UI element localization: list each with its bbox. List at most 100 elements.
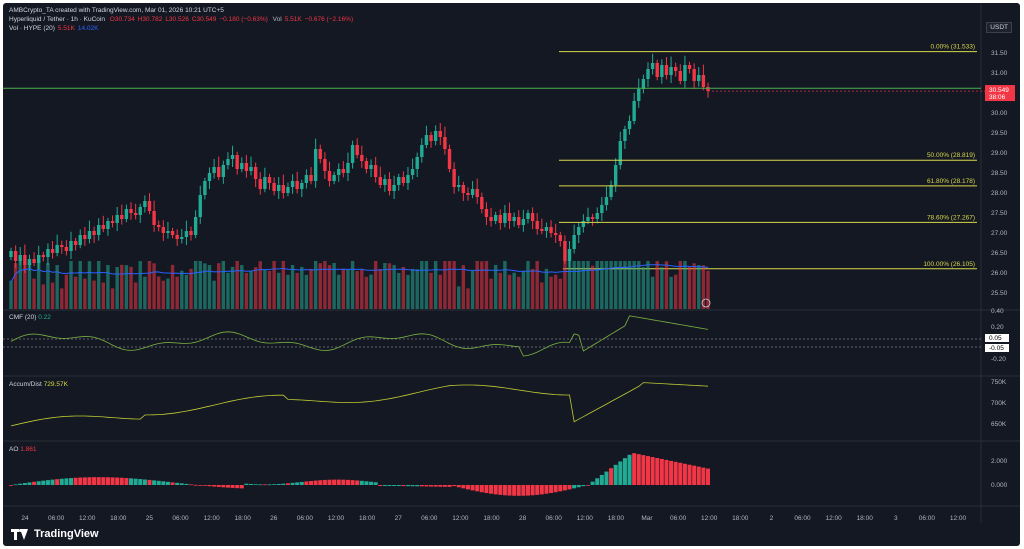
ao-bar [129, 478, 134, 485]
time-tick-label: 06:00 [421, 515, 438, 522]
candle-body [9, 251, 13, 257]
candle-body [300, 183, 304, 189]
volume-bar [692, 263, 696, 309]
volume-bar [438, 274, 442, 309]
ao-bar [456, 485, 461, 488]
candle-body [226, 159, 230, 165]
volume-bar [521, 270, 526, 309]
candle-body [373, 165, 378, 177]
countdown-label: 38:06 [989, 94, 1006, 101]
volume-bar [512, 272, 516, 309]
volume-bar [27, 263, 32, 309]
cmf-marker-lower [985, 344, 1009, 352]
candle-body [157, 225, 161, 227]
volume-bar [189, 268, 193, 309]
ao-bar [493, 485, 498, 495]
candle-body [641, 79, 646, 89]
ao-bar [659, 458, 664, 485]
tradingview-brand[interactable]: TradingView [11, 528, 99, 540]
tradingview-logo-icon [11, 528, 29, 540]
ao-bar [50, 479, 55, 485]
candle-body [655, 63, 659, 77]
ao-bar [249, 483, 254, 485]
volume-bar [558, 278, 562, 309]
volume-bar [549, 276, 553, 309]
ao-bar [590, 481, 595, 485]
ao-bar [392, 485, 397, 487]
ao-bar [285, 483, 290, 485]
candle-body [572, 235, 576, 249]
candle-body [507, 213, 512, 221]
ao-bar [22, 483, 27, 485]
candle-body [337, 169, 341, 175]
ao-bar [562, 485, 567, 491]
ao-bar [41, 480, 46, 485]
candle-body [249, 167, 253, 171]
volume-bar [50, 282, 55, 309]
price-tick-label: 31.50 [991, 50, 1008, 57]
volume-bar [300, 266, 304, 309]
candle-body [577, 227, 581, 235]
candle-body [323, 159, 327, 171]
volume-bar [655, 261, 659, 309]
candle-body [129, 209, 133, 213]
ao-bar [355, 480, 360, 485]
fib-level-label: 50.00% (28.819) [927, 152, 975, 159]
ao-bar [507, 485, 512, 496]
ao-bar [221, 485, 226, 488]
volume-bar [452, 261, 456, 309]
volume-bar [23, 265, 27, 309]
ao-bar [258, 484, 263, 486]
candle-body [660, 65, 664, 77]
candle-body [92, 231, 96, 235]
ao-bar [267, 484, 272, 486]
ao-bar [262, 484, 267, 486]
candle-body [521, 219, 526, 225]
ao-bar [78, 477, 83, 485]
ao-bar [599, 474, 604, 485]
ao-bar [567, 485, 572, 490]
candle-body [207, 173, 212, 181]
volume-bar [147, 261, 152, 309]
candle-body [350, 145, 355, 163]
time-tick-label: 06:00 [919, 515, 936, 522]
volume-bar [327, 265, 332, 309]
candle-body [637, 89, 641, 101]
ao-bar [645, 456, 650, 485]
replay-icon [701, 298, 711, 308]
volume-bar [193, 261, 198, 309]
ao-bar [59, 478, 64, 485]
symbol-label[interactable]: Hyperliquid / Tether · 1h · KuCoin [9, 16, 105, 23]
volume-bar [124, 265, 129, 309]
volume-bar [364, 276, 369, 309]
ao-bar [133, 478, 138, 485]
cmf-marker-upper [985, 334, 1009, 342]
volume-bar [429, 272, 433, 309]
currency-badge[interactable]: USDT [986, 22, 1012, 33]
volume-bar [203, 263, 207, 309]
candle-body [687, 65, 692, 69]
volume-bar [83, 278, 87, 309]
ao-bar [447, 485, 452, 487]
volume-bar [9, 280, 13, 309]
time-tick-label: 25 [146, 515, 154, 522]
ao-bar [212, 485, 217, 487]
volume-bar [295, 272, 299, 309]
time-tick-label: 18:00 [110, 515, 127, 522]
cmf-tick-label: 0.40 [991, 308, 1004, 315]
ao-bar [110, 477, 115, 485]
candle-body [87, 231, 92, 239]
candle-body [110, 221, 115, 223]
ao-bar [438, 485, 443, 487]
candle-body [452, 169, 456, 187]
chart-svg[interactable]: 25.50 26.00 26.50 27.00 27.50 28.00 28.50 29.00… [3, 3, 1020, 546]
ao-bar [369, 481, 374, 485]
candle-body [189, 231, 193, 235]
ao-bar [230, 485, 235, 488]
volume-bar [87, 261, 92, 309]
candle-body [115, 215, 119, 223]
candle-body [143, 201, 147, 207]
volume-bar [175, 276, 179, 309]
candle-body [290, 181, 295, 187]
volume-bar [267, 270, 272, 309]
